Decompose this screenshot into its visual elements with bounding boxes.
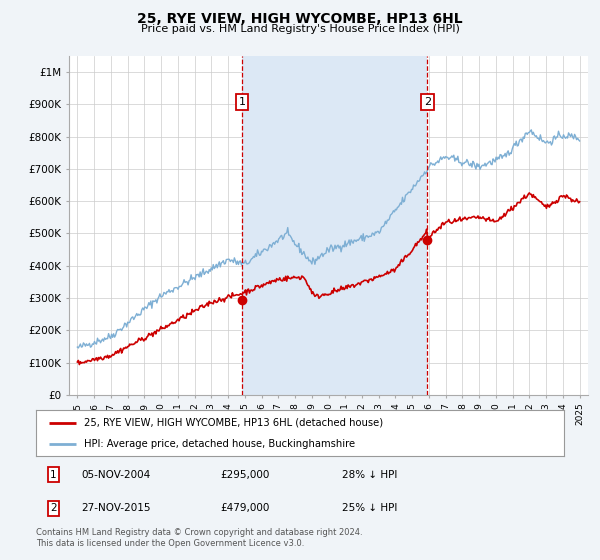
- Text: HPI: Average price, detached house, Buckinghamshire: HPI: Average price, detached house, Buck…: [83, 439, 355, 449]
- Text: 28% ↓ HPI: 28% ↓ HPI: [342, 470, 398, 480]
- Text: £295,000: £295,000: [221, 470, 270, 480]
- Bar: [242, 56, 427, 395]
- Text: 2: 2: [50, 503, 57, 513]
- Text: 25, RYE VIEW, HIGH WYCOMBE, HP13 6HL: 25, RYE VIEW, HIGH WYCOMBE, HP13 6HL: [137, 12, 463, 26]
- Text: Contains HM Land Registry data © Crown copyright and database right 2024.
This d: Contains HM Land Registry data © Crown c…: [36, 528, 362, 548]
- Text: 25% ↓ HPI: 25% ↓ HPI: [342, 503, 398, 513]
- Text: 25, RYE VIEW, HIGH WYCOMBE, HP13 6HL (detached house): 25, RYE VIEW, HIGH WYCOMBE, HP13 6HL (de…: [83, 418, 383, 428]
- Text: 27-NOV-2015: 27-NOV-2015: [81, 503, 151, 513]
- Text: Price paid vs. HM Land Registry's House Price Index (HPI): Price paid vs. HM Land Registry's House …: [140, 24, 460, 34]
- Text: 05-NOV-2004: 05-NOV-2004: [81, 470, 150, 480]
- Text: £479,000: £479,000: [221, 503, 270, 513]
- Text: 2: 2: [424, 97, 431, 107]
- Text: 1: 1: [50, 470, 57, 480]
- Text: 1: 1: [239, 97, 245, 107]
